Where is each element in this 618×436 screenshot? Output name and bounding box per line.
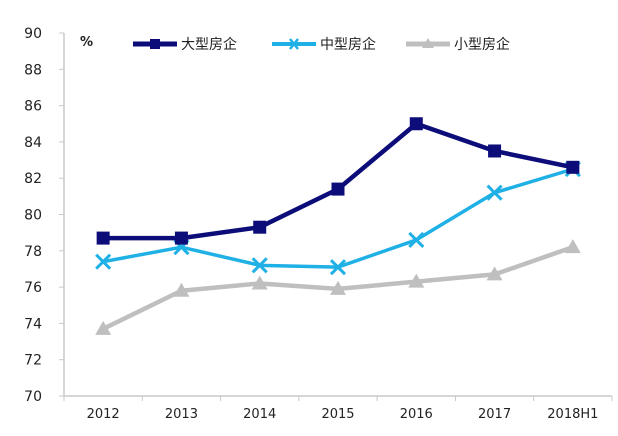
y-tick-label: 72 xyxy=(24,353,42,369)
triangle-marker-icon xyxy=(251,275,268,290)
y-tick-label: 90 xyxy=(24,26,42,42)
triangle-marker-icon xyxy=(408,273,425,288)
x-marker-icon xyxy=(408,231,425,248)
x-tick-label: 2014 xyxy=(243,407,276,422)
y-unit-label: % xyxy=(80,35,93,50)
x-tick-label: 2016 xyxy=(400,407,433,422)
square-marker-icon xyxy=(96,231,110,245)
y-tick-label: 74 xyxy=(24,316,42,332)
triangle-marker-icon xyxy=(330,280,346,295)
x-marker-icon xyxy=(486,184,503,201)
series-x xyxy=(95,161,581,276)
square-marker-icon xyxy=(409,117,423,131)
y-tick-label: 76 xyxy=(24,280,42,296)
x-marker-icon xyxy=(251,257,268,274)
triangle-marker-icon xyxy=(486,266,503,281)
y-tick-label: 78 xyxy=(24,244,42,260)
triangle-marker-icon xyxy=(422,38,434,48)
x-tick-label: 2012 xyxy=(87,407,120,422)
series-group xyxy=(95,117,581,335)
series-triangle xyxy=(95,239,581,335)
y-tick-label: 82 xyxy=(24,171,42,187)
series-square xyxy=(96,117,580,245)
legend: 大型房企 中型房企 小型房企 xyxy=(133,36,510,53)
y-tick-label: 84 xyxy=(24,135,42,151)
triangle-marker-icon xyxy=(564,239,581,254)
y-tick-label: 70 xyxy=(24,389,42,405)
square-marker-icon xyxy=(331,182,345,196)
x-tick-label: 2015 xyxy=(321,407,354,422)
y-tick-label: 80 xyxy=(24,208,42,224)
x-tick-label: 2018H1 xyxy=(547,407,598,422)
square-marker-icon xyxy=(488,144,502,158)
square-marker-icon xyxy=(174,231,188,245)
legend-item: 小型房企 xyxy=(406,36,510,53)
legend-item: 中型房企 xyxy=(272,36,376,53)
x-tick-label: 2013 xyxy=(165,407,198,422)
legend-label: 中型房企 xyxy=(320,36,376,53)
series-line xyxy=(103,121,574,241)
square-marker-icon xyxy=(150,39,160,49)
x-tick-label: 2017 xyxy=(478,407,511,422)
y-tick-label: 88 xyxy=(24,62,42,78)
square-marker-icon xyxy=(566,160,580,174)
y-tick-label: 86 xyxy=(24,99,42,115)
square-marker-icon xyxy=(253,220,267,234)
legend-label: 小型房企 xyxy=(454,36,510,53)
x-marker-icon xyxy=(329,259,347,276)
legend-label: 大型房企 xyxy=(181,36,237,53)
legend-item: 大型房企 xyxy=(133,36,237,53)
axes: 70 72 74 76 78 80 82 84 86 88 90 2012 2013 2014 2015 20… xyxy=(24,26,613,422)
x-marker-icon xyxy=(95,253,112,270)
triangle-marker-icon xyxy=(95,320,112,335)
triangle-marker-icon xyxy=(173,282,190,297)
